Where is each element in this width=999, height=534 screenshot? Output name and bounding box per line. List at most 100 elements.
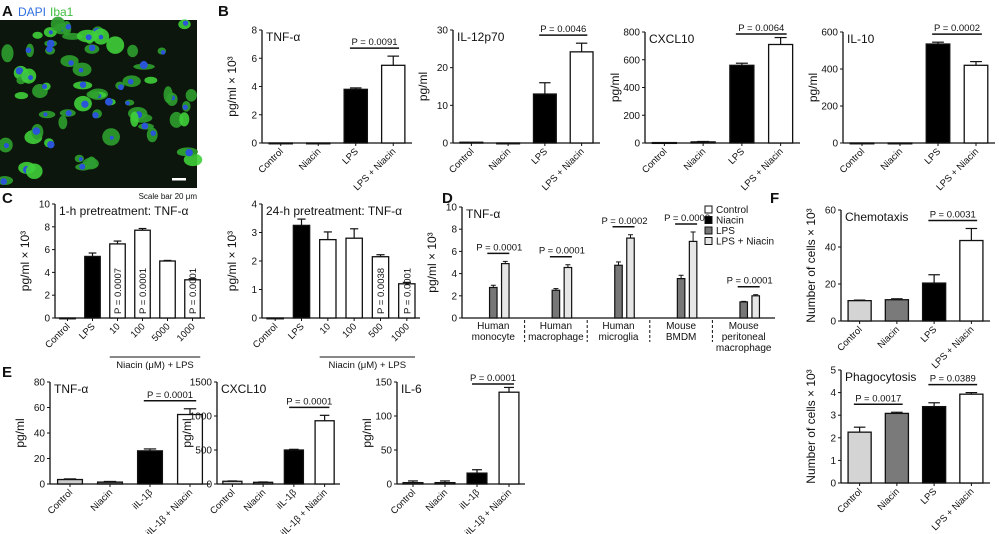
bar [959, 239, 984, 322]
bar [847, 431, 872, 484]
nucleus [139, 61, 148, 70]
p-value: P = 0.0046 [540, 24, 586, 35]
microglia-cell [127, 44, 139, 58]
scale-bar [172, 178, 186, 181]
y-tick-label: 1000 [190, 412, 213, 423]
y-axis-label: pg/ml [13, 418, 27, 447]
panel-label: D [442, 190, 453, 207]
y-tick-label: 4 [451, 269, 457, 280]
panel-label: E [2, 364, 12, 381]
y-tick-label: 6 [44, 245, 50, 256]
y-tick-label: 0 [206, 480, 212, 491]
nucleus [65, 24, 72, 30]
category-label: LPS [340, 146, 360, 166]
bar [884, 412, 910, 484]
y-axis-label: pg/ml [416, 72, 430, 101]
y-tick-label: 0 [634, 139, 640, 150]
nucleus [185, 148, 193, 157]
y-axis-label: Number of cells × 10³ [804, 208, 818, 322]
group-label: microglia [598, 332, 638, 343]
p-value: P = 0.0002 [601, 216, 647, 227]
microglia-cell [86, 90, 100, 99]
y-axis-label: pg/ml × 10³ [425, 232, 439, 292]
group-label: Human [602, 321, 634, 332]
y-tick-label: 40 [34, 429, 46, 440]
y-tick-label: 0 [386, 480, 392, 491]
category-label: Niacin [242, 487, 268, 513]
y-tick-label: 200 [623, 111, 640, 122]
nucleus [81, 100, 89, 108]
microglia-cell [179, 112, 190, 127]
y-tick-label: 20 [825, 280, 837, 291]
bar-lps [739, 301, 749, 319]
y-tick-label: 500 [195, 446, 212, 457]
nucleus [150, 130, 157, 136]
category-label: Niacin [682, 146, 708, 172]
p-value: P = 0.0001 [539, 246, 585, 257]
nucleus [46, 39, 55, 48]
y-axis-label: pg/ml × 10³ [225, 231, 239, 291]
y-axis-label: pg/ml [360, 418, 374, 447]
category-label: 10 [107, 321, 122, 336]
chart-title: CXCL10 [649, 32, 695, 46]
legend-swatch [704, 216, 713, 224]
bar-lps-niacin [500, 263, 510, 319]
group-label: Niacin (μM) + LPS [329, 360, 407, 371]
bar [345, 237, 363, 319]
y-tick-label: 2 [830, 433, 836, 444]
bar [56, 478, 84, 485]
p-value: P = 0.0001 [727, 276, 773, 287]
y-axis-label: pg/ml [608, 73, 622, 102]
y-tick-label: 0 [39, 480, 45, 491]
category-label: iIL-1β [274, 487, 299, 512]
group-label: Mouse [666, 321, 696, 332]
y-tick-label: 4 [44, 268, 50, 279]
category-label: Control [389, 487, 418, 516]
category-label: Niacin [297, 146, 323, 172]
bar [159, 260, 176, 319]
category-label: Control [835, 324, 864, 353]
nucleus [68, 60, 74, 66]
legend-label: Niacin [716, 216, 744, 227]
y-tick-label: 200 [821, 102, 838, 113]
legend-label: LPS [716, 226, 735, 237]
group-label: monocyte [472, 332, 516, 343]
p-value: P = 0.0007 [113, 268, 124, 314]
bar [402, 481, 424, 485]
y-tick-label: 1 [830, 456, 836, 467]
category-label: Control [251, 321, 280, 350]
bar [314, 420, 335, 485]
chart-F-10: 0 20 40 60 Number of cells × 10³ Chemotaxis Co… [804, 206, 990, 371]
nucleus [43, 112, 48, 117]
y-tick-label: 10 [446, 203, 458, 214]
p-value: P = 0.0002 [934, 23, 980, 34]
bar [925, 43, 951, 144]
legend-swatch [704, 205, 713, 214]
microglia-cell [86, 156, 97, 169]
bar [176, 413, 204, 485]
y-tick-label: 0 [44, 314, 50, 325]
y-tick-label: 2 [251, 257, 257, 268]
bar [847, 299, 872, 322]
p-value: P = 0.0001 [188, 268, 199, 314]
bar [921, 282, 947, 322]
panel-label: C [2, 190, 13, 207]
p-value: P = 0.0001 [147, 390, 193, 401]
chart-title: 24-h pretreatment: TNF-α [266, 204, 402, 218]
nucleus [78, 67, 84, 73]
group-label: Mouse [729, 321, 759, 332]
bar [921, 405, 947, 484]
y-tick-label: 6 [251, 54, 257, 65]
bar [498, 391, 520, 485]
chart-title: IL-10 [847, 32, 875, 46]
bar [96, 481, 124, 485]
chart-title: CXCL10 [221, 382, 267, 396]
p-value: P = 0.0001 [470, 373, 516, 384]
group-label: Human [477, 321, 509, 332]
category-label: Niacin [89, 487, 115, 513]
y-tick-label: 2 [251, 110, 257, 121]
category-label: LPS [923, 146, 943, 166]
